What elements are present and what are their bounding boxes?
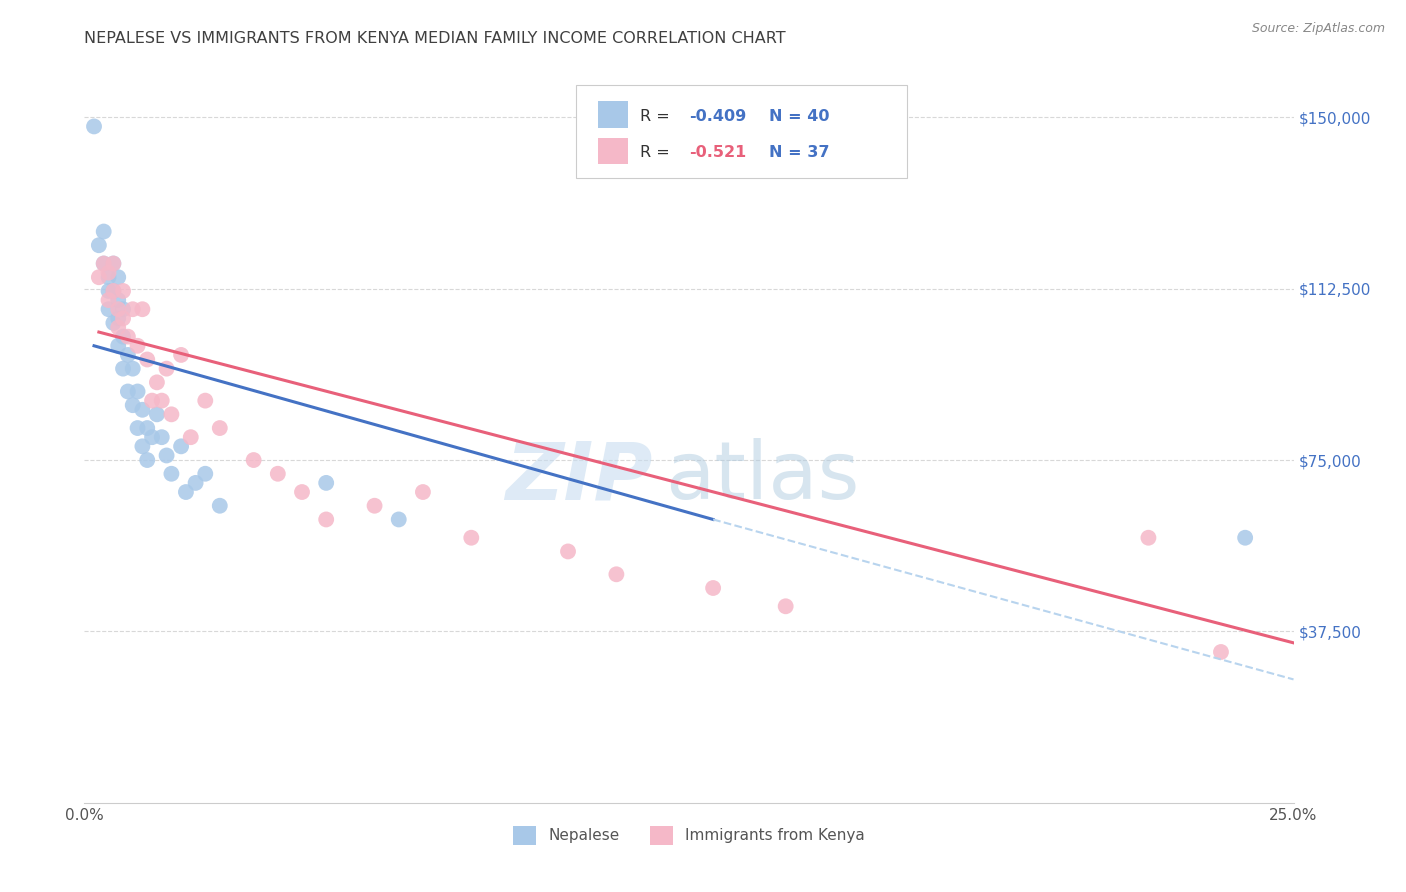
Point xyxy=(150,430,173,444)
Point xyxy=(97,293,120,307)
Point xyxy=(103,256,125,270)
Point xyxy=(117,348,139,362)
Point xyxy=(267,467,290,481)
Point xyxy=(146,376,169,390)
Point xyxy=(150,393,173,408)
Text: -0.409: -0.409 xyxy=(689,109,747,124)
Point xyxy=(107,320,129,334)
Point xyxy=(141,393,163,408)
Point xyxy=(315,512,337,526)
Point xyxy=(160,408,183,422)
Point xyxy=(412,485,434,500)
Text: -0.521: -0.521 xyxy=(689,145,747,161)
Point xyxy=(170,439,193,453)
Point xyxy=(87,270,110,285)
Point xyxy=(1209,645,1232,659)
Text: N = 37: N = 37 xyxy=(769,145,830,161)
Point xyxy=(107,311,129,326)
Point xyxy=(388,512,411,526)
Text: NEPALESE VS IMMIGRANTS FROM KENYA MEDIAN FAMILY INCOME CORRELATION CHART: NEPALESE VS IMMIGRANTS FROM KENYA MEDIAN… xyxy=(84,31,786,46)
Point xyxy=(315,475,337,490)
Point xyxy=(208,499,231,513)
Point xyxy=(702,581,724,595)
Point xyxy=(103,316,125,330)
Point xyxy=(155,449,177,463)
Text: R =: R = xyxy=(640,109,675,124)
Point xyxy=(141,430,163,444)
Point xyxy=(103,284,125,298)
Point xyxy=(103,256,125,270)
Legend: Nepalese, Immigrants from Kenya: Nepalese, Immigrants from Kenya xyxy=(508,820,870,851)
Point xyxy=(87,238,110,252)
Point xyxy=(107,339,129,353)
Point xyxy=(103,284,125,298)
Point xyxy=(605,567,627,582)
Point xyxy=(460,531,482,545)
Point xyxy=(83,120,105,134)
Point xyxy=(112,284,135,298)
Point xyxy=(107,302,129,317)
Point xyxy=(97,266,120,280)
Point xyxy=(184,475,207,490)
Point xyxy=(1137,531,1160,545)
Point xyxy=(97,270,120,285)
Point xyxy=(775,599,797,614)
Text: ZIP: ZIP xyxy=(505,438,652,516)
Point xyxy=(131,302,153,317)
Point xyxy=(1234,531,1257,545)
Point xyxy=(557,544,579,558)
Point xyxy=(242,453,264,467)
Point xyxy=(107,293,129,307)
Point xyxy=(93,256,115,270)
Point xyxy=(117,329,139,343)
Text: R =: R = xyxy=(640,145,679,161)
Text: atlas: atlas xyxy=(665,438,859,516)
Point xyxy=(97,302,120,317)
Point xyxy=(107,270,129,285)
Point xyxy=(131,439,153,453)
Point xyxy=(121,398,143,412)
Point xyxy=(121,361,143,376)
Point xyxy=(93,225,115,239)
Point xyxy=(146,408,169,422)
Point xyxy=(112,311,135,326)
Point xyxy=(194,393,217,408)
Point xyxy=(136,421,159,435)
Point xyxy=(131,402,153,417)
Point xyxy=(180,430,202,444)
Point xyxy=(127,421,149,435)
Point xyxy=(112,361,135,376)
Point xyxy=(127,339,149,353)
Text: N = 40: N = 40 xyxy=(769,109,830,124)
Point xyxy=(121,302,143,317)
Point xyxy=(136,352,159,367)
Point xyxy=(136,453,159,467)
Point xyxy=(291,485,314,500)
Point xyxy=(97,284,120,298)
Point xyxy=(155,361,177,376)
Point xyxy=(170,348,193,362)
Point xyxy=(112,302,135,317)
Point xyxy=(208,421,231,435)
Point xyxy=(117,384,139,399)
Point xyxy=(194,467,217,481)
Point xyxy=(160,467,183,481)
Point xyxy=(112,329,135,343)
Point xyxy=(93,256,115,270)
Point xyxy=(127,384,149,399)
Point xyxy=(363,499,385,513)
Text: Source: ZipAtlas.com: Source: ZipAtlas.com xyxy=(1251,22,1385,36)
Point xyxy=(174,485,197,500)
